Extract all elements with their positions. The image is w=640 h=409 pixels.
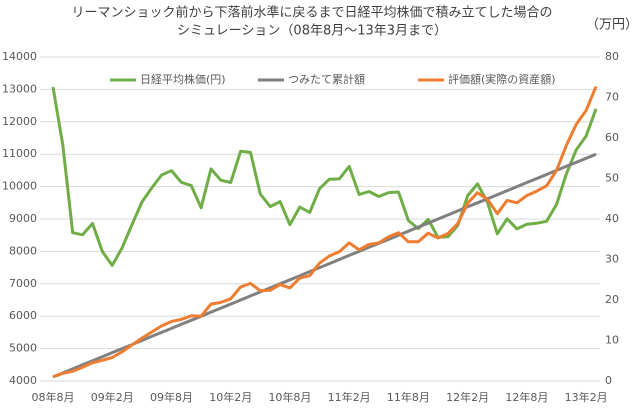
y-tick-label: 4000 <box>9 374 37 387</box>
y-tick-label: 9000 <box>9 212 37 225</box>
y-tick-label: 6000 <box>9 309 37 322</box>
x-tick-label: 09年8月 <box>150 390 193 404</box>
x-tick-label: 12年2月 <box>446 390 489 404</box>
legend-label: つみたて累計額 <box>288 72 365 86</box>
y2-tick-label: 20 <box>605 293 619 306</box>
y-tick-label: 11000 <box>2 147 37 160</box>
y-tick-label: 12000 <box>2 115 37 128</box>
y2-tick-label: 0 <box>605 374 612 387</box>
y-tick-label: 13000 <box>2 82 37 95</box>
legend-label: 日経平均株価(円) <box>140 72 226 86</box>
x-tick-label: 11年2月 <box>328 390 371 404</box>
y2-tick-label: 50 <box>605 172 619 185</box>
y-tick-label: 10000 <box>2 180 37 193</box>
x-tick-label: 13年2月 <box>565 390 608 404</box>
y2-tick-label: 40 <box>605 212 619 225</box>
y-tick-label: 5000 <box>9 342 37 355</box>
chart-title: リーマンショック前から下落前水準に戻るまで日経平均株価で積み立てした場合の <box>71 5 552 21</box>
series-line <box>52 86 598 379</box>
x-tick-label: 08年8月 <box>32 390 75 404</box>
x-tick-label: 10年8月 <box>268 390 311 404</box>
y-tick-label: 7000 <box>9 277 37 290</box>
y-tick-label: 14000 <box>2 50 37 63</box>
y2-axis-label: （万円） <box>586 18 638 33</box>
series-line <box>52 152 597 379</box>
x-tick-label: 11年8月 <box>387 390 430 404</box>
legend-label: 評価額(実際の資産額) <box>448 72 556 86</box>
x-tick-label: 10年2月 <box>209 390 252 404</box>
chart-subtitle: シミュレーション（08年8月～13年3月まで） <box>177 24 447 39</box>
series-line <box>51 86 598 267</box>
y2-tick-label: 10 <box>605 334 619 347</box>
y2-tick-label: 70 <box>605 91 619 104</box>
y-tick-label: 8000 <box>9 244 37 257</box>
x-tick-label: 09年2月 <box>91 390 134 404</box>
x-tick-label: 12年8月 <box>505 390 548 404</box>
y2-tick-label: 30 <box>605 253 619 266</box>
y2-tick-label: 60 <box>605 131 619 144</box>
y2-tick-label: 80 <box>605 50 619 63</box>
